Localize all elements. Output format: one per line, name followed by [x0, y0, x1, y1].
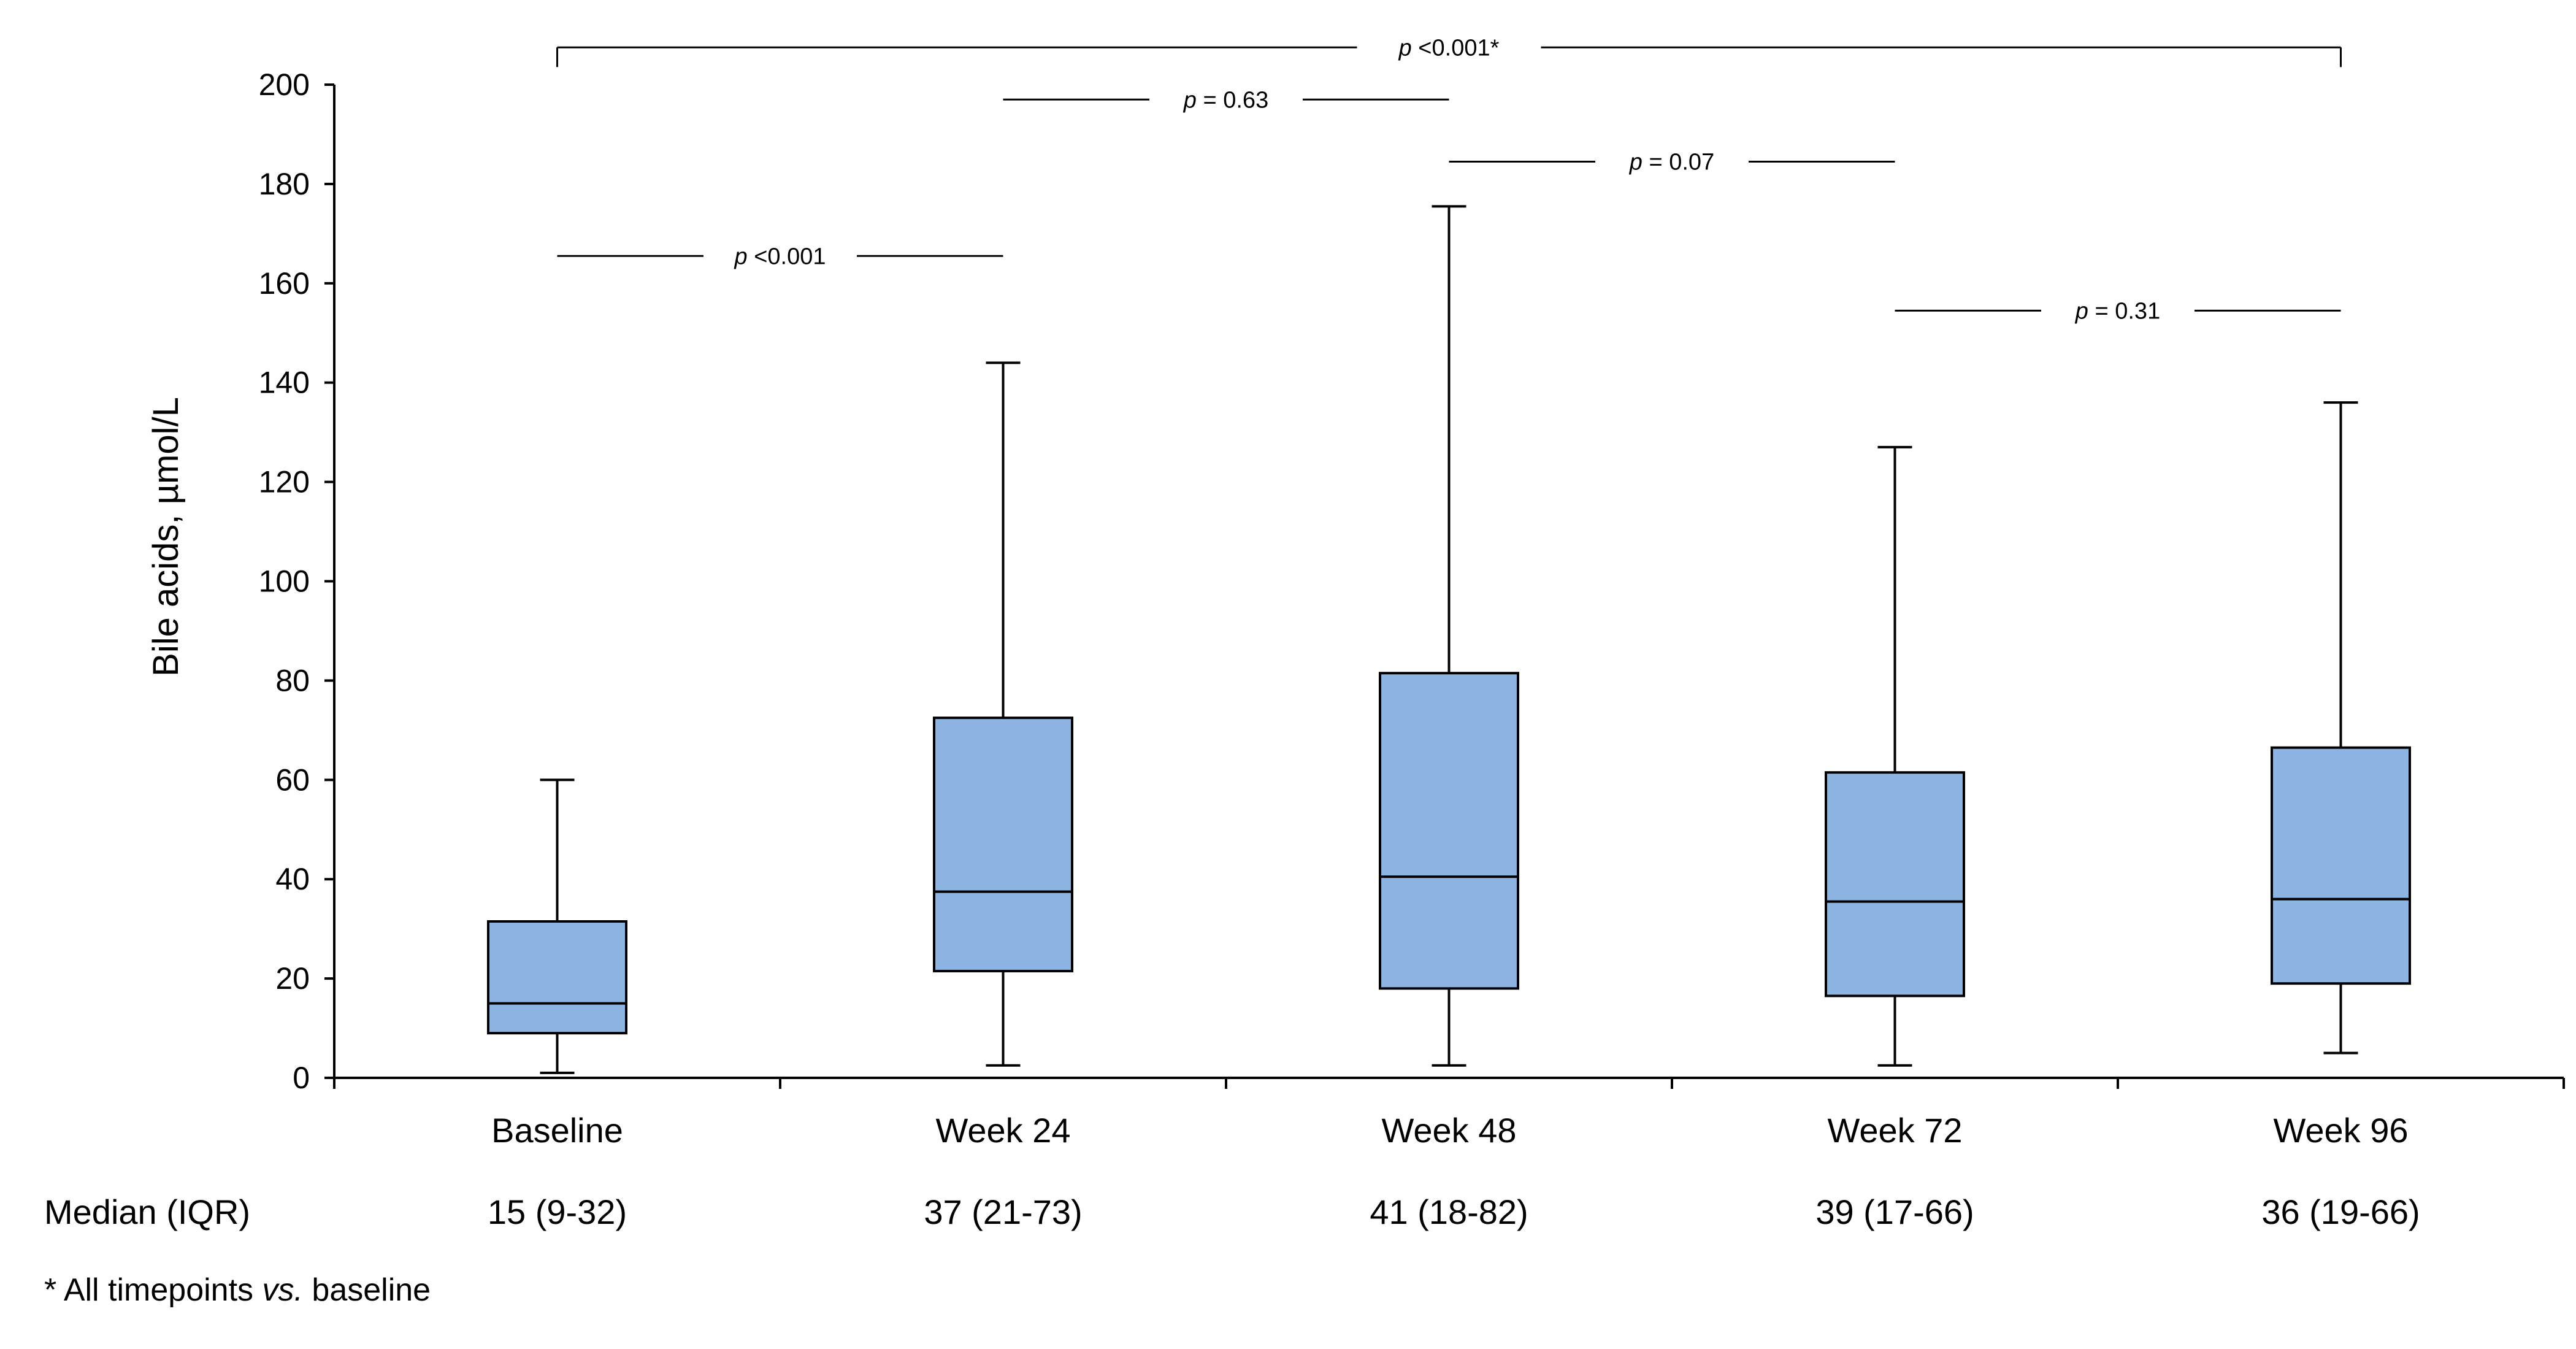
y-tick-label-80: 80	[275, 663, 310, 698]
median-iqr-week-24: 37 (21-73)	[924, 1193, 1082, 1231]
iqr-box-week-48	[1379, 672, 1519, 990]
footnote-prefix: * All timepoints	[44, 1272, 263, 1308]
y-tick-label-40: 40	[275, 862, 310, 896]
category-label-week-24: Week 24	[936, 1111, 1071, 1150]
p-value-1: p = 0.63	[1183, 87, 1268, 113]
p-symbol: p	[1183, 87, 1197, 113]
y-tick-label-160: 160	[259, 266, 310, 301]
y-tick-label-100: 100	[259, 564, 310, 599]
median-row-label: Median (IQR)	[44, 1193, 250, 1231]
p-symbol: p	[734, 244, 748, 269]
iqr-box-week-24	[933, 717, 1073, 972]
y-tick-label-180: 180	[259, 167, 310, 201]
y-tick-label-0: 0	[293, 1061, 310, 1095]
footnote: * All timepoints vs. baseline	[44, 1272, 431, 1308]
x-ticks	[333, 1078, 2565, 1089]
p-value-3: p <0.001	[734, 244, 826, 269]
p-value-text: = 0.63	[1197, 87, 1268, 113]
median-iqr-week-96: 36 (19-66)	[2261, 1193, 2420, 1231]
y-tick-label-140: 140	[259, 366, 310, 400]
iqr-box-week-72	[1825, 771, 1965, 997]
y-ticks: 0 20 40 60 80 100 120 140 160 180 200	[259, 67, 334, 1095]
median-iqr-baseline: 15 (9-32)	[488, 1193, 627, 1231]
footnote-suffix: baseline	[303, 1272, 431, 1308]
p-value-4: p = 0.31	[2075, 298, 2160, 324]
p-value-text: = 0.07	[1643, 149, 1714, 175]
median-iqr-values: 15 (9-32) 37 (21-73) 41 (18-82) 39 (17-66) 3…	[488, 1193, 2420, 1231]
p-value-text: = 0.31	[2088, 298, 2160, 324]
p-value-text: <0.001*	[1412, 35, 1500, 61]
p-symbol: p	[1398, 35, 1412, 61]
y-tick-label-200: 200	[259, 67, 310, 102]
median-iqr-week-48: 41 (18-82)	[1370, 1193, 1528, 1231]
median-iqr-week-72: 39 (17-66)	[1815, 1193, 1974, 1231]
p-value-0: p <0.001*	[1398, 35, 1500, 61]
y-tick-label-60: 60	[275, 763, 310, 797]
iqr-box-baseline	[487, 920, 627, 1035]
p-symbol: p	[2075, 298, 2088, 324]
category-labels: Baseline Week 24 Week 48 Week 72 Week 96	[491, 1111, 2408, 1150]
p-symbol: p	[1629, 149, 1643, 175]
p-value-text: <0.001	[748, 244, 826, 269]
iqr-box-week-96	[2271, 746, 2411, 985]
category-label-week-48: Week 48	[1382, 1111, 1517, 1150]
box-series	[487, 205, 2411, 1074]
category-label-baseline: Baseline	[491, 1111, 623, 1150]
category-label-week-72: Week 72	[1828, 1111, 1963, 1150]
footnote-italic: vs.	[263, 1272, 303, 1308]
y-tick-label-120: 120	[259, 465, 310, 499]
category-label-week-96: Week 96	[2274, 1111, 2409, 1150]
y-axis-label: Bile acids, µmol/L	[146, 397, 186, 677]
y-tick-label-20: 20	[275, 961, 310, 996]
p-value-2: p = 0.07	[1629, 149, 1714, 175]
